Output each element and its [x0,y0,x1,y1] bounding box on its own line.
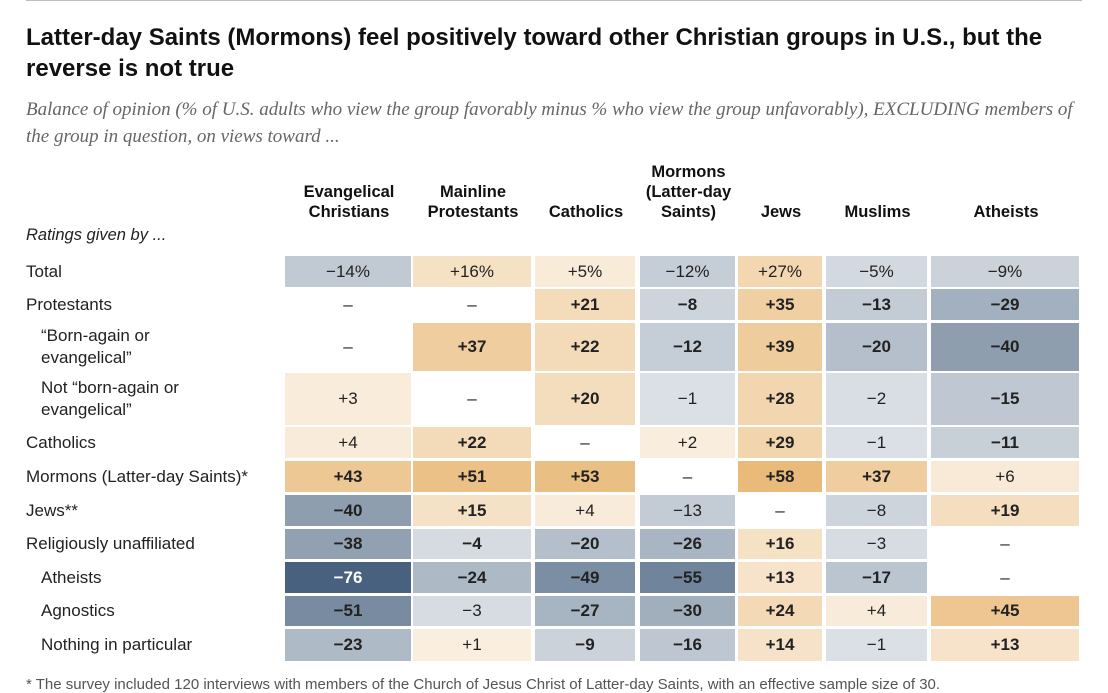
top-rule [26,0,1082,1]
heatmap-cell: +51 [413,461,531,492]
column-header: Jews [760,203,802,221]
chart-subtitle: Balance of opinion (% of U.S. adults who… [26,99,1073,147]
heatmap-cell: −12% [640,256,735,287]
heatmap-cell: – [1000,567,1010,587]
row-label: Nothing in particular [41,635,193,654]
row-label: Agnostics [41,601,115,620]
row-label: Jews** [26,500,78,520]
heatmap-cell: +28 [738,373,822,425]
heatmap-cell: −2 [826,373,927,425]
heatmap-cell: −13 [640,495,735,526]
heatmap-cell: −11 [931,427,1079,458]
heatmap-cell: −13 [826,289,927,320]
heatmap-cell: +22 [535,323,635,371]
heatmap-cell: −38 [285,529,411,559]
heatmap-cell: −20 [535,529,635,559]
heatmap-cell: +21 [535,289,635,320]
heatmap-cell: +14 [738,629,822,661]
column-header: Mainline Protestants [427,183,519,221]
heatmap-cell: −9 [535,629,635,661]
heatmap-cell: +35 [738,289,822,320]
heatmap-cell: +24 [738,596,822,626]
heatmap-cell: – [580,432,590,452]
heatmap-cell: −14% [285,256,411,287]
heatmap-cell: −20 [826,323,927,371]
heatmap-cell: +37 [413,323,531,371]
heatmap-cell: −8 [826,495,927,526]
heatmap-cell: +4 [535,495,635,526]
heatmap-cell: −4 [413,529,531,559]
row-label: Protestants [26,294,112,314]
heatmap-cell: – [343,337,353,356]
heatmap-cell: −27 [535,596,635,626]
heatmap-cell: – [343,294,353,314]
heatmap-cell: +6 [931,461,1079,492]
column-header: Muslims [844,203,911,221]
heatmap-cell: −55 [640,562,735,593]
heatmap-cell: – [1000,534,1010,553]
heatmap-cell: −51 [285,596,411,626]
heatmap-cell: – [467,294,477,314]
heatmap-cell: −29 [931,289,1079,320]
heatmap-cell: +22 [413,427,531,458]
heatmap-cell: −1 [826,629,927,661]
heatmap-cell: +1 [413,629,531,661]
row-label: Not “born-again or evangelical” [41,378,179,419]
heatmap-cell: −17 [826,562,927,593]
heatmap-cell: −40 [931,323,1079,371]
chart-title: Latter-day Saints (Mormons) feel positiv… [26,24,1043,82]
heatmap-cell: +19 [931,495,1079,526]
heatmap-cell: +4 [826,596,927,626]
heatmap-cell: −3 [413,596,531,626]
heatmap-cell: +3 [285,373,411,425]
heatmap-cell: −23 [285,629,411,661]
heatmap-cell: +16 [738,529,822,559]
heatmap-cell: +13 [738,562,822,593]
row-label: Total [26,261,62,281]
heatmap-cell: −40 [285,495,411,526]
heatmap-cell: −3 [826,529,927,559]
heatmap-cell: −30 [640,596,735,626]
heatmap-cell: +2 [640,427,735,458]
column-header: Atheists [973,203,1039,221]
column-header: Mormons (Latter-day Saints) [645,163,732,221]
heatmap-cell: +5% [535,256,635,287]
heatmap-cell: – [682,466,693,486]
column-header: Catholics [548,203,624,221]
heatmap-cell: +37 [826,461,927,492]
heatmap-cell: −26 [640,529,735,559]
heatmap-cell: +45 [931,596,1079,626]
heatmap-cell: −1 [640,373,735,425]
row-label: “Born-again or evangelical” [41,326,150,367]
ratings-given-by-label: Ratings given by ... [26,226,167,244]
heatmap-cell: +4 [285,427,411,458]
heatmap-cell: – [775,500,785,520]
heatmap-cell: −1 [826,427,927,458]
heatmap-cell: +16% [413,256,531,287]
heatmap-cell: +39 [738,323,822,371]
heatmap-cell: +58 [738,461,822,492]
heatmap-cell: +27% [738,256,822,287]
heatmap-cell: +53 [535,461,635,492]
heatmap-cell: −8 [640,289,735,320]
column-header: Evangelical Christians [303,183,395,221]
heatmap-cell: −12 [640,323,735,371]
heatmap-cell: +15 [413,495,531,526]
heatmap-cell: −15 [931,373,1079,425]
heatmap-cell: −16 [640,629,735,661]
row-label: Religiously unaffiliated [26,534,195,553]
heatmap-cell: +29 [738,427,822,458]
heatmap-cell: −49 [535,562,635,593]
heatmap-cell: −24 [413,562,531,593]
heatmap-cell: −5% [826,256,927,287]
heatmap-cell: −76 [285,562,411,593]
row-label: Atheists [41,567,102,587]
heatmap-cell: +43 [285,461,411,492]
heatmap-cell: −9% [931,256,1079,287]
row-label: Catholics [26,432,96,452]
heatmap-cell: – [467,389,477,408]
row-label: Mormons (Latter-day Saints)* [26,466,249,486]
heatmap-cell: +13 [931,629,1079,661]
heatmap-cell: +20 [535,373,635,425]
